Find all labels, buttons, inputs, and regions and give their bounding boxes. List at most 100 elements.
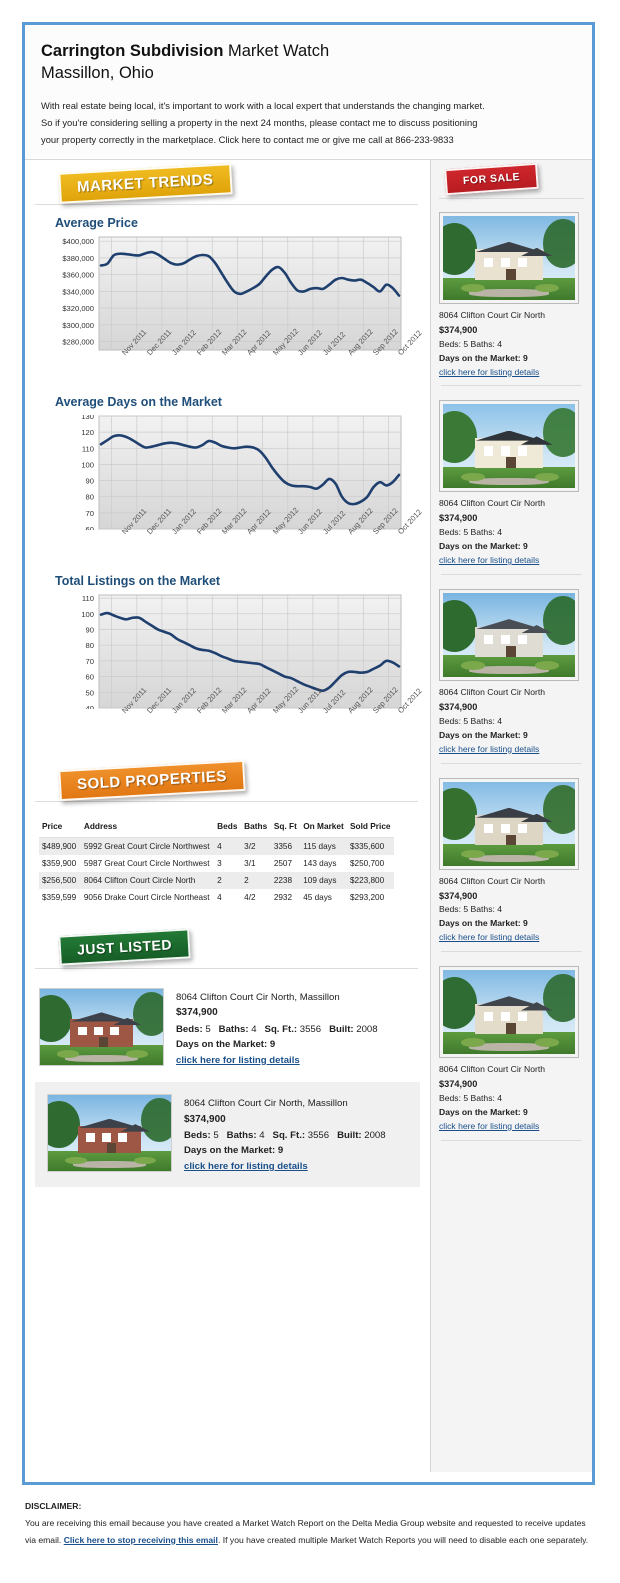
- chart-plot-area: $400,000 $380,000 $360,000 $340,000 $320,000…: [53, 236, 418, 351]
- cell-sold-price: $335,600: [346, 837, 394, 855]
- cell-address: 5992 Great Court Circle Northwest: [80, 837, 215, 855]
- cell-sqft: 2932: [273, 892, 293, 902]
- divider: [441, 574, 582, 576]
- listing-price: $374,900: [439, 513, 478, 524]
- listing-address: 8064 Clifton Court Cir North, Massillon: [184, 1098, 348, 1110]
- svg-text:130: 130: [81, 415, 94, 421]
- property-photo[interactable]: [439, 966, 579, 1059]
- svg-text:60: 60: [86, 672, 94, 681]
- market-trends-banner-wrap: MARKET TRENDS: [25, 160, 430, 214]
- cell-price: $489,900: [39, 837, 81, 855]
- property-photo[interactable]: [439, 589, 579, 682]
- unsubscribe-link[interactable]: Click here to stop receiving this email: [63, 1534, 218, 1545]
- divider: [441, 762, 582, 764]
- svg-text:70: 70: [86, 509, 94, 518]
- cell-sqft: 2507: [273, 858, 293, 868]
- divider: [441, 1139, 582, 1141]
- svg-text:120: 120: [81, 428, 94, 437]
- table-row: $359,900 5987 Great Court Circle Northwes…: [39, 855, 394, 872]
- intro-line-2: So if you're considering selling a prope…: [41, 117, 478, 129]
- disclaimer: DISCLAIMER: You are receiving this email…: [25, 1498, 595, 1548]
- page-subtitle: Massillon, Ohio: [41, 64, 154, 83]
- svg-text:$360,000: $360,000: [62, 271, 94, 280]
- report-frame: Carrington Subdivision Market Watch Mass…: [22, 22, 595, 1485]
- divider: [441, 951, 582, 953]
- listing-info: 8064 Clifton Court Cir North, Massillon $…: [176, 988, 378, 1068]
- listing-info: 8064 Clifton Court Cir North $374,900 Beds…: [439, 309, 584, 380]
- property-photo[interactable]: [439, 777, 579, 870]
- listing-price: $374,900: [439, 890, 478, 901]
- beds-value: 5: [213, 1129, 219, 1141]
- cell-price: $359,599: [42, 892, 77, 902]
- listing-price: $374,900: [439, 324, 478, 335]
- listing-info: 8064 Clifton Court Cir North, Massillon $…: [184, 1094, 386, 1174]
- listing-details-link[interactable]: click here for listing details: [439, 555, 540, 566]
- listing-details-link[interactable]: click here for listing details: [176, 1054, 300, 1066]
- listing-details-link[interactable]: click here for listing details: [439, 743, 540, 754]
- table-column-header: Price: [39, 816, 81, 838]
- listing-details-link[interactable]: click here for listing details: [184, 1160, 308, 1172]
- cell-sqft: 3356: [270, 837, 301, 855]
- days-on-market: Days on the Market: 9: [439, 729, 528, 740]
- svg-text:60: 60: [86, 525, 94, 530]
- built-label: Built:: [337, 1129, 362, 1141]
- built-value: 2008: [364, 1129, 386, 1141]
- property-photo[interactable]: [439, 400, 579, 493]
- svg-text:110: 110: [82, 444, 94, 453]
- divider: [35, 203, 418, 205]
- page-title-subdivision: Carrington Subdivision: [41, 42, 224, 60]
- beds-value: 5: [205, 1023, 211, 1035]
- cell-on-market: 143 days: [303, 858, 337, 868]
- svg-text:90: 90: [86, 476, 94, 485]
- cell-baths: 2: [241, 871, 271, 889]
- cell-sold-price: $250,700: [349, 858, 385, 868]
- baths-value: 4: [259, 1129, 265, 1141]
- days-on-market: Days on the Market: 9: [439, 541, 528, 552]
- listing-specs: Beds: 5 Baths: 4 Sq. Ft.: 3556 Built: 20…: [176, 1022, 378, 1038]
- listing-address: 8064 Clifton Court Cir North: [439, 309, 546, 320]
- for-sale-item: 8064 Clifton Court Cir North $374,900 Beds…: [431, 394, 592, 583]
- baths-value: 4: [251, 1023, 257, 1035]
- table-row: $359,599 9056 Drake Court Circle Northeas…: [39, 889, 394, 906]
- table-row: $489,900 5992 Great Court Circle Northwes…: [39, 837, 394, 855]
- listing-price: $374,900: [439, 1079, 478, 1090]
- chart-x-axis: Nov 2011 Dec 2011 Jan 2012 Feb 2012 Mar 2012…: [101, 684, 424, 751]
- svg-text:$280,000: $280,000: [62, 337, 94, 346]
- listing-details-link[interactable]: click here for listing details: [439, 366, 540, 377]
- cell-address: 8064 Clifton Court Circle North: [80, 871, 215, 889]
- svg-text:110: 110: [82, 594, 94, 603]
- listing-details-link[interactable]: click here for listing details: [439, 1120, 540, 1131]
- svg-text:$400,000: $400,000: [62, 237, 94, 246]
- report-header: Carrington Subdivision Market Watch Mass…: [25, 25, 592, 160]
- disclaimer-body: You are receiving this email because you…: [25, 1515, 595, 1549]
- table-column-header: Sold Price: [346, 816, 394, 838]
- charts-container: Average Price $400,000 $380,000 $360,000 $34…: [25, 214, 430, 751]
- cell-on-market: 109 days: [300, 871, 347, 889]
- chart-1: Average Price $400,000 $380,000 $360,000 $34…: [25, 214, 430, 393]
- property-photo[interactable]: [439, 211, 579, 304]
- for-sale-item: 8064 Clifton Court Cir North $374,900 Beds…: [431, 772, 592, 961]
- cell-price: $256,500: [39, 871, 81, 889]
- cell-beds: 4: [217, 892, 222, 902]
- svg-text:$380,000: $380,000: [62, 254, 94, 263]
- chart-svg: $400,000 $380,000 $360,000 $340,000 $320,000…: [62, 236, 402, 351]
- property-photo[interactable]: [47, 1094, 172, 1173]
- svg-text:80: 80: [86, 493, 94, 502]
- svg-text:100: 100: [81, 610, 94, 619]
- listing-details-link[interactable]: click here for listing details: [439, 932, 540, 943]
- property-photo[interactable]: [39, 987, 164, 1066]
- chart-svg: 110 100 90 80 70 60 50 40: [81, 594, 402, 709]
- chart-svg: 130 120 110 100 90 80 70 60: [81, 415, 402, 530]
- svg-text:$340,000: $340,000: [62, 287, 94, 296]
- beds-baths: Beds: 5 Baths: 4: [439, 338, 503, 349]
- table-column-header: Address: [80, 816, 215, 838]
- chart-x-axis: Nov 2011 Dec 2011 Jan 2012 Feb 2012 Mar 2012…: [101, 505, 424, 572]
- page-title-suffix: Market Watch: [223, 42, 330, 60]
- disclaimer-title: DISCLAIMER:: [25, 1501, 82, 1511]
- listing-price: $374,900: [439, 701, 478, 712]
- sqft-label: Sq. Ft.:: [272, 1129, 306, 1141]
- divider: [35, 967, 418, 969]
- for-sale-item: 8064 Clifton Court Cir North $374,900 Beds…: [431, 960, 592, 1149]
- beds-baths: Beds: 5 Baths: 4: [439, 527, 503, 538]
- table-header-row: Price Address Beds Baths Sq. Ft On Market Sold…: [39, 816, 394, 838]
